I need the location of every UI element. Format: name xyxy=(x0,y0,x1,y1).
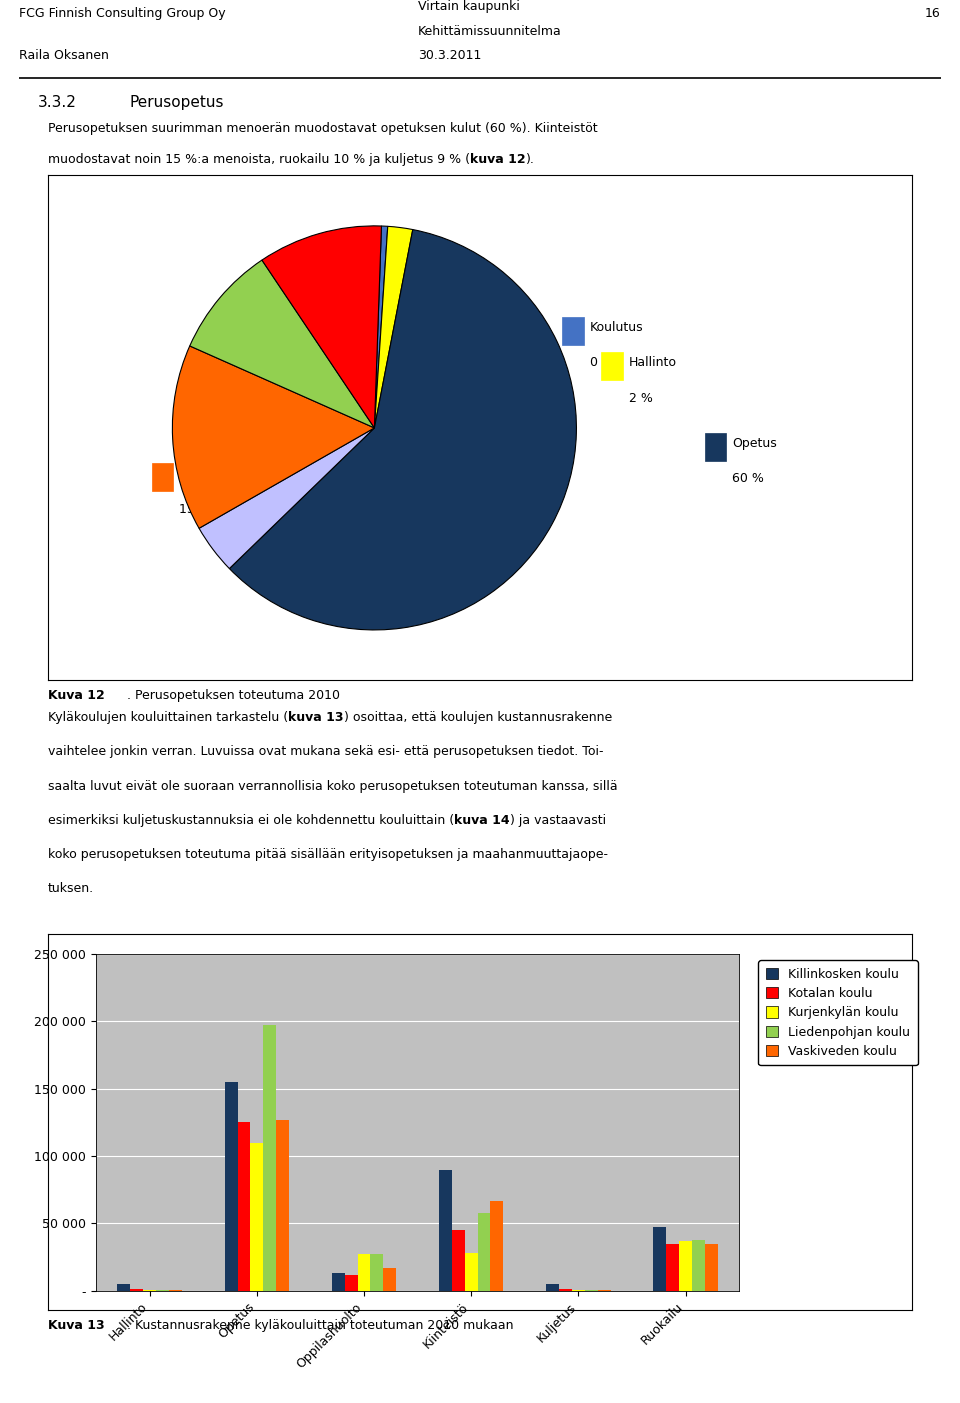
Bar xyxy=(191,408,212,435)
Wedge shape xyxy=(229,230,576,630)
Wedge shape xyxy=(173,347,374,529)
Text: saalta luvut eivät ole suoraan verrannollisia koko perusopetuksen toteutuman kan: saalta luvut eivät ole suoraan verrannol… xyxy=(48,780,617,793)
Bar xyxy=(679,1240,692,1291)
Wedge shape xyxy=(374,226,388,428)
Bar xyxy=(452,1230,465,1291)
Bar xyxy=(276,1120,289,1291)
Text: 60 %: 60 % xyxy=(732,473,764,485)
Text: Raila Oksanen: Raila Oksanen xyxy=(19,49,109,62)
Bar xyxy=(692,1240,705,1291)
Text: 30.3.2011: 30.3.2011 xyxy=(418,49,481,62)
Bar xyxy=(654,1228,666,1291)
Text: 16: 16 xyxy=(925,7,941,20)
Bar xyxy=(237,1122,251,1291)
Text: Koulutus: Koulutus xyxy=(589,321,643,334)
Text: . Kustannusrakenne kyläkouluittain toteutuman 2010 mukaan: . Kustannusrakenne kyläkouluittain toteu… xyxy=(128,1319,514,1333)
Text: tuksen.: tuksen. xyxy=(48,882,94,895)
Text: kuva 14: kuva 14 xyxy=(454,814,510,826)
Bar xyxy=(601,352,623,380)
Text: Oppilashuolto: Oppilashuolto xyxy=(287,521,373,533)
Text: kuva 13: kuva 13 xyxy=(288,711,344,724)
Text: Virtain kaupunki: Virtain kaupunki xyxy=(418,0,519,14)
Bar xyxy=(465,1253,478,1291)
Bar xyxy=(563,317,584,345)
Text: Hallinto: Hallinto xyxy=(629,356,677,369)
Text: Ruokailu: Ruokailu xyxy=(266,362,319,375)
Bar xyxy=(383,1268,396,1291)
Bar xyxy=(357,1254,371,1291)
Text: . Perusopetuksen toteutuma 2010: . Perusopetuksen toteutuma 2010 xyxy=(128,689,341,703)
Wedge shape xyxy=(199,428,374,568)
Text: muodostavat noin 15 %:a menoista, ruokailu 10 % ja kuljetus 9 % (: muodostavat noin 15 %:a menoista, ruokai… xyxy=(48,153,470,166)
Text: Kuva 12: Kuva 12 xyxy=(48,689,105,703)
Wedge shape xyxy=(262,226,381,428)
Text: Kehittämissuunnitelma: Kehittämissuunnitelma xyxy=(418,25,562,38)
Bar xyxy=(251,1142,263,1291)
Text: 9 %: 9 % xyxy=(218,448,242,460)
Text: 15 %: 15 % xyxy=(180,502,211,516)
Text: 10 %: 10 % xyxy=(266,397,298,410)
Bar xyxy=(238,358,259,384)
Text: 4 %: 4 % xyxy=(287,556,311,568)
Text: Perusopetuksen suurimman menoerän muodostavat opetuksen kulut (60 %). Kiinteistö: Perusopetuksen suurimman menoerän muodos… xyxy=(48,122,598,135)
Bar xyxy=(666,1243,679,1291)
Text: FCG Finnish Consulting Group Oy: FCG Finnish Consulting Group Oy xyxy=(19,7,226,20)
Bar xyxy=(260,516,281,544)
Text: Perusopetus: Perusopetus xyxy=(130,95,225,109)
Text: vaihtelee jonkin verran. Luvuissa ovat mukana sekä esi- että perusopetuksen tied: vaihtelee jonkin verran. Luvuissa ovat m… xyxy=(48,745,604,759)
Text: ) osoittaa, että koulujen kustannusrakenne: ) osoittaa, että koulujen kustannusraken… xyxy=(344,711,612,724)
Text: Kuva 13: Kuva 13 xyxy=(48,1319,105,1333)
Text: koko perusopetuksen toteutuma pitää sisällään erityisopetuksen ja maahanmuuttaja: koko perusopetuksen toteutuma pitää sisä… xyxy=(48,847,608,860)
Text: ) ja vastaavasti: ) ja vastaavasti xyxy=(510,814,606,826)
Text: 2 %: 2 % xyxy=(629,391,653,404)
Text: kuva 12: kuva 12 xyxy=(470,153,526,166)
Text: Kyläkoulujen kouluittainen tarkastelu (: Kyläkoulujen kouluittainen tarkastelu ( xyxy=(48,711,288,724)
Bar xyxy=(546,1284,559,1291)
Bar xyxy=(263,1026,276,1291)
Wedge shape xyxy=(190,260,374,428)
Wedge shape xyxy=(374,226,413,428)
Bar xyxy=(491,1201,503,1291)
Bar xyxy=(705,434,727,460)
Text: 3.3.2: 3.3.2 xyxy=(37,95,77,109)
Text: 0 %: 0 % xyxy=(589,356,613,369)
Bar xyxy=(152,463,173,491)
Bar xyxy=(705,1243,718,1291)
Text: Kiinteistö: Kiinteistö xyxy=(180,467,237,480)
Bar xyxy=(332,1274,345,1291)
Bar xyxy=(478,1212,491,1291)
Text: Opetus: Opetus xyxy=(732,438,777,450)
Bar xyxy=(117,1284,131,1291)
Text: Kuljetus: Kuljetus xyxy=(218,412,268,425)
Bar xyxy=(225,1082,237,1291)
Bar xyxy=(559,1289,572,1291)
Legend: Killinkosken koulu, Kotalan koulu, Kurjenkylän koulu, Liedenpohjan koulu, Vaskiv: Killinkosken koulu, Kotalan koulu, Kurje… xyxy=(758,960,918,1065)
Text: esimerkiksi kuljetuskustannuksia ei ole kohdennettu kouluittain (: esimerkiksi kuljetuskustannuksia ei ole … xyxy=(48,814,454,826)
Text: ).: ). xyxy=(526,153,535,166)
Bar xyxy=(439,1170,452,1291)
Bar xyxy=(345,1274,357,1291)
Bar xyxy=(371,1254,383,1291)
